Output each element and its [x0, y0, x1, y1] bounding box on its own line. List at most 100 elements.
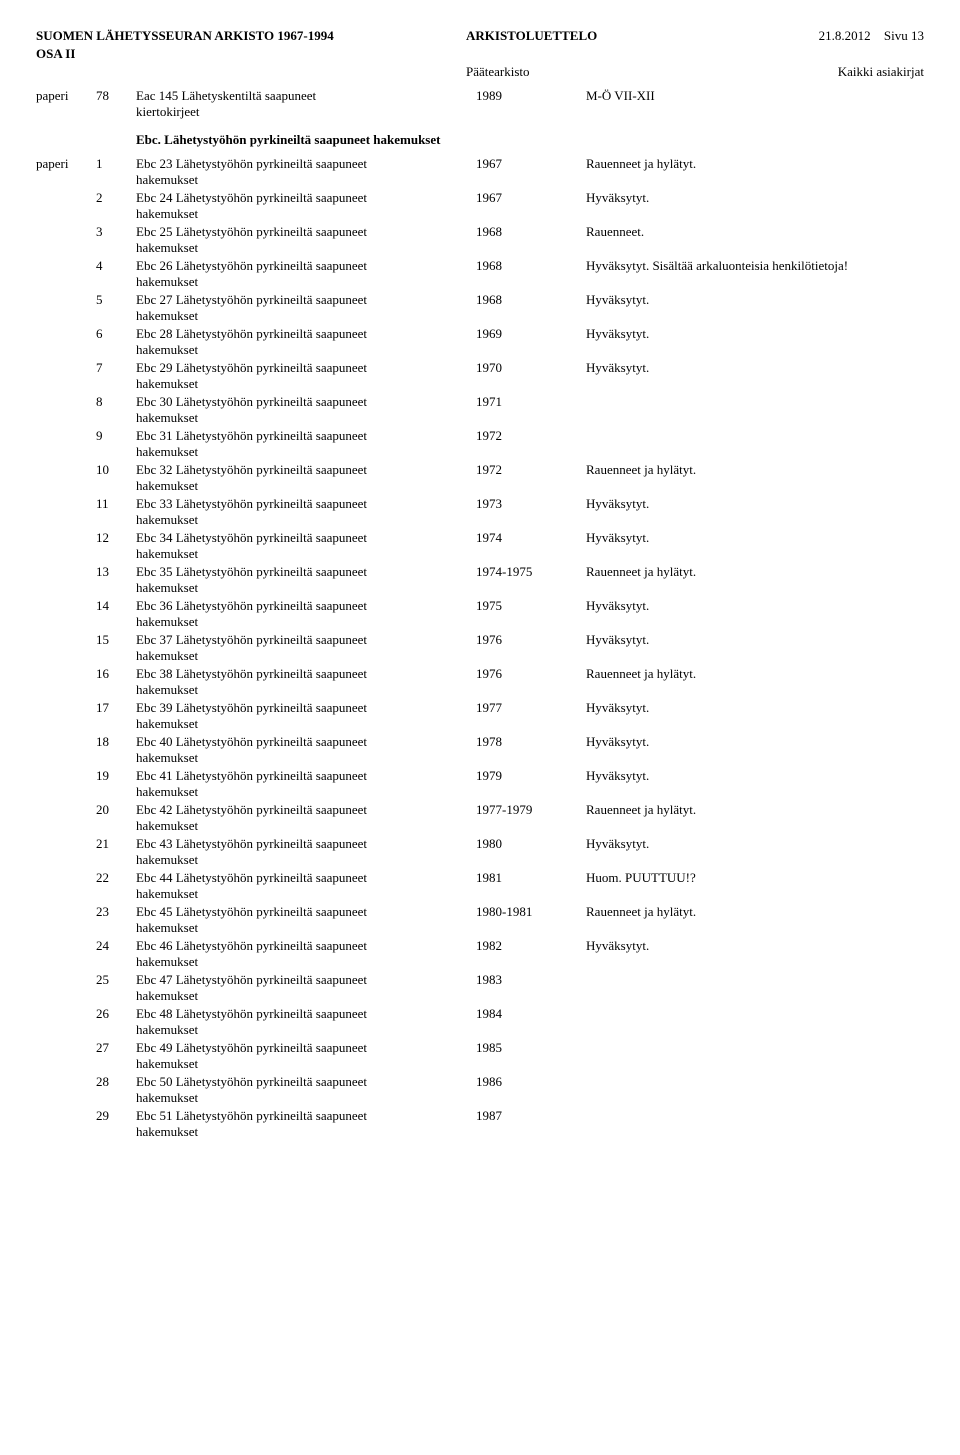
- item-desc-line1: Ebc 48 Lähetystyöhön pyrkineiltä saapune…: [136, 1006, 367, 1021]
- item-note: Huom. PUUTTUU!?: [586, 870, 924, 886]
- item-desc-line1: Ebc 24 Lähetystyöhön pyrkineiltä saapune…: [136, 190, 367, 205]
- item-desc: Ebc 38 Lähetystyöhön pyrkineiltä saapune…: [136, 666, 476, 698]
- item-note: Hyväksytyt.: [586, 700, 924, 716]
- item-note: Hyväksytyt.: [586, 734, 924, 750]
- item-desc: Ebc 50 Lähetystyöhön pyrkineiltä saapune…: [136, 1074, 476, 1106]
- item-note: Hyväksytyt. Sisältää arkaluonteisia henk…: [586, 258, 924, 274]
- item-desc: Ebc 30 Lähetystyöhön pyrkineiltä saapune…: [136, 394, 476, 426]
- item-number: 22: [96, 870, 136, 886]
- item-desc-line2: hakemukset: [136, 478, 476, 494]
- item-desc: Ebc 40 Lähetystyöhön pyrkineiltä saapune…: [136, 734, 476, 766]
- item-year: 1968: [476, 292, 586, 308]
- item-desc: Ebc 23 Lähetystyöhön pyrkineiltä saapune…: [136, 156, 476, 188]
- section-title: Ebc. Lähetystyöhön pyrkineiltä saapuneet…: [136, 132, 924, 148]
- item-year: 1989: [476, 88, 586, 104]
- table-row: 7Ebc 29 Lähetystyöhön pyrkineiltä saapun…: [36, 360, 924, 392]
- item-desc-line2: hakemukset: [136, 988, 476, 1004]
- item-number: 25: [96, 972, 136, 988]
- table-row: 11Ebc 33 Lähetystyöhön pyrkineiltä saapu…: [36, 496, 924, 528]
- table-row: 19Ebc 41 Lähetystyöhön pyrkineiltä saapu…: [36, 768, 924, 800]
- header-right: 21.8.2012 Sivu 13: [716, 28, 924, 44]
- item-year: 1982: [476, 938, 586, 954]
- item-year: 1972: [476, 462, 586, 478]
- item-desc-line1: Ebc 26 Lähetystyöhön pyrkineiltä saapune…: [136, 258, 367, 273]
- item-number: 16: [96, 666, 136, 682]
- item-note: M-Ö VII-XII: [586, 88, 924, 104]
- item-year: 1987: [476, 1108, 586, 1124]
- table-row: 22Ebc 44 Lähetystyöhön pyrkineiltä saapu…: [36, 870, 924, 902]
- item-desc: Ebc 46 Lähetystyöhön pyrkineiltä saapune…: [136, 938, 476, 970]
- material-label: paperi: [36, 156, 96, 172]
- table-row: 10Ebc 32 Lähetystyöhön pyrkineiltä saapu…: [36, 462, 924, 494]
- item-number: 15: [96, 632, 136, 648]
- item-desc-line1: Ebc 47 Lähetystyöhön pyrkineiltä saapune…: [136, 972, 367, 987]
- table-row: 29Ebc 51 Lähetystyöhön pyrkineiltä saapu…: [36, 1108, 924, 1140]
- item-year: 1979: [476, 768, 586, 784]
- item-number: 9: [96, 428, 136, 444]
- item-desc: Ebc 28 Lähetystyöhön pyrkineiltä saapune…: [136, 326, 476, 358]
- item-desc-line1: Ebc 28 Lähetystyöhön pyrkineiltä saapune…: [136, 326, 367, 341]
- archive-title: SUOMEN LÄHETYSSEURAN ARKISTO 1967-1994: [36, 28, 466, 44]
- item-desc-line2: hakemukset: [136, 546, 476, 562]
- item-number: 20: [96, 802, 136, 818]
- item-note: Hyväksytyt.: [586, 360, 924, 376]
- item-desc-line1: Ebc 42 Lähetystyöhön pyrkineiltä saapune…: [136, 802, 367, 817]
- item-note: Hyväksytyt.: [586, 292, 924, 308]
- item-number: 5: [96, 292, 136, 308]
- table-row: 2Ebc 24 Lähetystyöhön pyrkineiltä saapun…: [36, 190, 924, 222]
- item-desc-1: Lähetyskentiltä saapuneet: [181, 88, 316, 103]
- item-desc-line2: hakemukset: [136, 172, 476, 188]
- item-desc: Ebc 35 Lähetystyöhön pyrkineiltä saapune…: [136, 564, 476, 596]
- item-year: 1985: [476, 1040, 586, 1056]
- item-note: Hyväksytyt.: [586, 496, 924, 512]
- item-year: 1983: [476, 972, 586, 988]
- item-desc-line2: hakemukset: [136, 852, 476, 868]
- osa-label: OSA II: [36, 46, 924, 62]
- item-desc-line1: Ebc 44 Lähetystyöhön pyrkineiltä saapune…: [136, 870, 367, 885]
- item-desc-line2: hakemukset: [136, 818, 476, 834]
- item-number: 24: [96, 938, 136, 954]
- table-row: 8Ebc 30 Lähetystyöhön pyrkineiltä saapun…: [36, 394, 924, 426]
- item-desc-line1: Ebc 40 Lähetystyöhön pyrkineiltä saapune…: [136, 734, 367, 749]
- item-number: 4: [96, 258, 136, 274]
- item-desc-line2: hakemukset: [136, 512, 476, 528]
- item-desc-line1: Ebc 23 Lähetystyöhön pyrkineiltä saapune…: [136, 156, 367, 171]
- item-note: Hyväksytyt.: [586, 530, 924, 546]
- item-desc-line2: hakemukset: [136, 1022, 476, 1038]
- item-desc-line1: Ebc 38 Lähetystyöhön pyrkineiltä saapune…: [136, 666, 367, 681]
- item-desc: Ebc 41 Lähetystyöhön pyrkineiltä saapune…: [136, 768, 476, 800]
- item-number: 8: [96, 394, 136, 410]
- item-number: 6: [96, 326, 136, 342]
- item-note: Hyväksytyt.: [586, 938, 924, 954]
- item-note: Hyväksytyt.: [586, 598, 924, 614]
- item-desc: Eac 145 Lähetyskentiltä saapuneet kierto…: [136, 88, 476, 120]
- item-year: 1967: [476, 156, 586, 172]
- item-desc-line2: hakemukset: [136, 1124, 476, 1140]
- item-desc: Ebc 25 Lähetystyöhön pyrkineiltä saapune…: [136, 224, 476, 256]
- table-row: 20Ebc 42 Lähetystyöhön pyrkineiltä saapu…: [36, 802, 924, 834]
- item-year: 1980-1981: [476, 904, 586, 920]
- table-row: 3Ebc 25 Lähetystyöhön pyrkineiltä saapun…: [36, 224, 924, 256]
- item-desc-line2: hakemukset: [136, 206, 476, 222]
- table-row: 17Ebc 39 Lähetystyöhön pyrkineiltä saapu…: [36, 700, 924, 732]
- item-desc-line1: Ebc 31 Lähetystyöhön pyrkineiltä saapune…: [136, 428, 367, 443]
- item-desc-line1: Ebc 36 Lähetystyöhön pyrkineiltä saapune…: [136, 598, 367, 613]
- item-note: Hyväksytyt.: [586, 768, 924, 784]
- item-desc-line2: hakemukset: [136, 376, 476, 392]
- item-desc-line2: hakemukset: [136, 1056, 476, 1072]
- item-desc-line1: Ebc 30 Lähetystyöhön pyrkineiltä saapune…: [136, 394, 367, 409]
- item-desc-line2: hakemukset: [136, 274, 476, 290]
- item-desc-line2: hakemukset: [136, 784, 476, 800]
- item-desc: Ebc 44 Lähetystyöhön pyrkineiltä saapune…: [136, 870, 476, 902]
- item-desc: Ebc 37 Lähetystyöhön pyrkineiltä saapune…: [136, 632, 476, 664]
- item-year: 1974-1975: [476, 564, 586, 580]
- item-year: 1971: [476, 394, 586, 410]
- item-desc-line2: hakemukset: [136, 342, 476, 358]
- page-label: Sivu: [884, 28, 908, 43]
- item-desc: Ebc 49 Lähetystyöhön pyrkineiltä saapune…: [136, 1040, 476, 1072]
- table-row: 5Ebc 27 Lähetystyöhön pyrkineiltä saapun…: [36, 292, 924, 324]
- item-desc-line1: Ebc 41 Lähetystyöhön pyrkineiltä saapune…: [136, 768, 367, 783]
- item-code: Eac 145: [136, 88, 178, 103]
- item-year: 1967: [476, 190, 586, 206]
- item-desc: Ebc 43 Lähetystyöhön pyrkineiltä saapune…: [136, 836, 476, 868]
